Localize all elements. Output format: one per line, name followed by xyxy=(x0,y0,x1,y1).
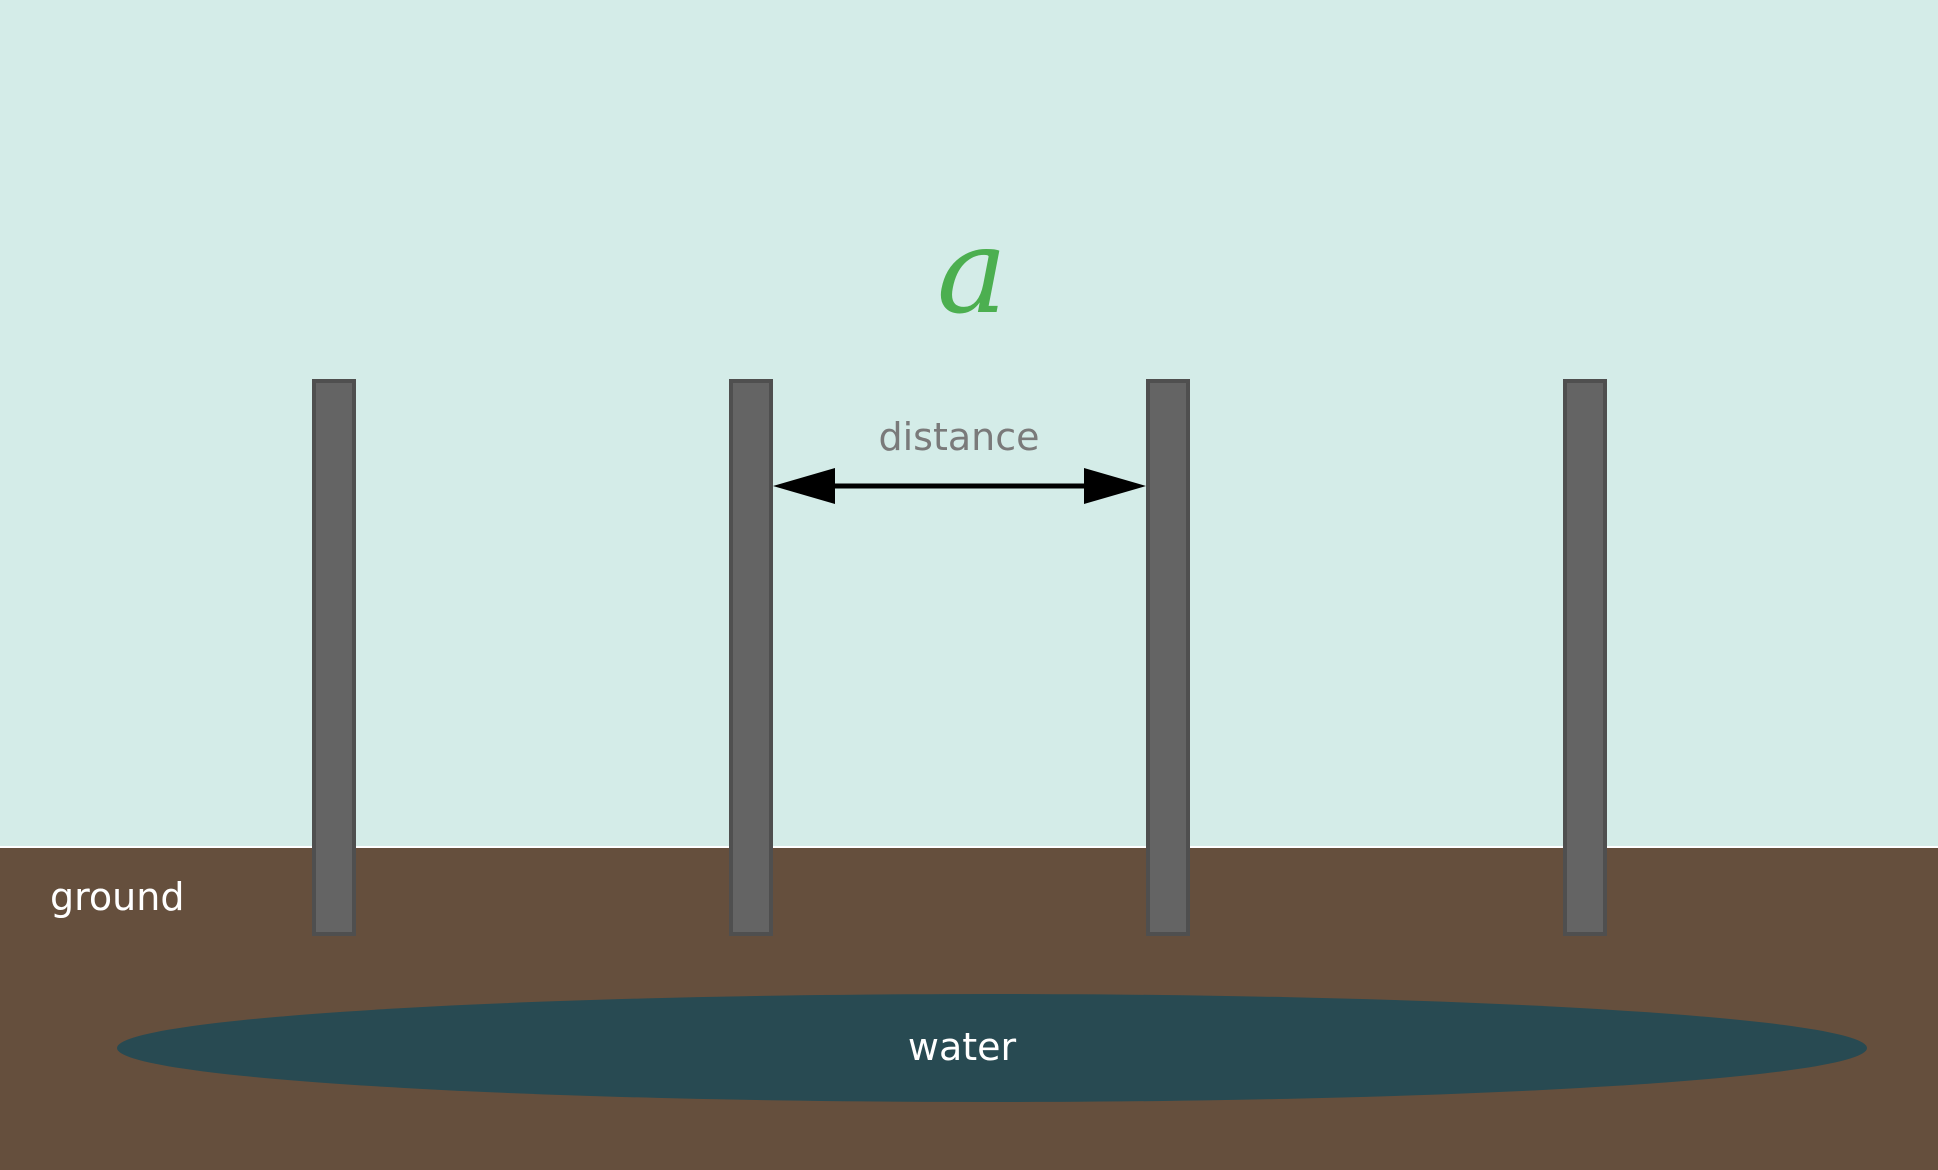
post-1 xyxy=(312,379,356,936)
distance-arrow-head-left xyxy=(773,468,835,504)
post-2 xyxy=(729,379,773,936)
water-ellipse xyxy=(117,994,1867,1102)
water-label: water xyxy=(908,1025,1017,1069)
ground-label: ground xyxy=(50,875,184,919)
post-4 xyxy=(1563,379,1607,936)
distance-arrow xyxy=(773,468,1146,504)
symbol-label: a xyxy=(937,202,1007,340)
post-3 xyxy=(1146,379,1190,936)
distance-arrow-head-right xyxy=(1084,468,1146,504)
distance-label: distance xyxy=(878,415,1039,459)
